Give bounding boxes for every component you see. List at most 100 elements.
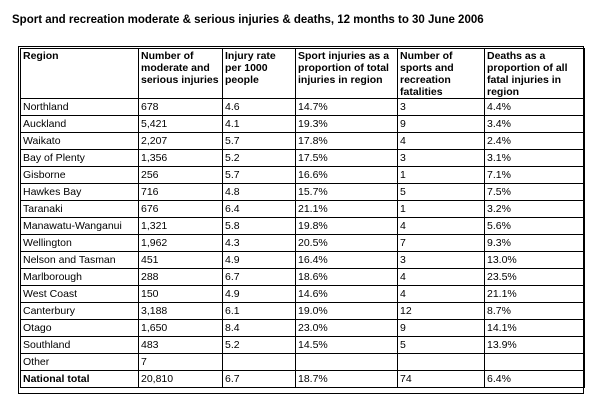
cell-injuries: 1,356 [138, 149, 223, 167]
table-row: Auckland 5,421 4.1 19.3% 9 3.4% [20, 115, 585, 133]
cell-region: Southland [20, 336, 139, 354]
cell-sport-proportion: 21.1% [295, 200, 398, 218]
cell-sport-proportion: 15.7% [295, 183, 398, 201]
cell-deaths-proportion: 3.4% [484, 115, 585, 133]
cell-sport-proportion: 19.3% [295, 115, 398, 133]
total-cell-deaths-proportion: 6.4% [484, 370, 585, 388]
cell-injury-rate: 6.1 [222, 302, 296, 320]
cell-region: Auckland [20, 115, 139, 133]
cell-fatalities [397, 353, 485, 371]
cell-fatalities: 3 [397, 149, 485, 167]
cell-region: Nelson and Tasman [20, 251, 139, 269]
cell-injuries: 256 [138, 166, 223, 184]
cell-injury-rate: 5.2 [222, 336, 296, 354]
column-header-region: Region [20, 48, 139, 99]
cell-fatalities: 1 [397, 200, 485, 218]
table-row: Bay of Plenty 1,356 5.2 17.5% 3 3.1% [20, 149, 585, 167]
total-cell-injuries: 20,810 [138, 370, 223, 388]
cell-injury-rate: 4.1 [222, 115, 296, 133]
total-cell-region: National total [20, 370, 139, 388]
cell-injuries: 150 [138, 285, 223, 303]
cell-sport-proportion: 14.7% [295, 98, 398, 116]
cell-injuries: 1,962 [138, 234, 223, 252]
table-row: Other 7 [20, 353, 585, 371]
cell-injury-rate: 6.7 [222, 268, 296, 286]
cell-injury-rate: 5.7 [222, 132, 296, 150]
cell-sport-proportion: 19.0% [295, 302, 398, 320]
cell-injuries: 678 [138, 98, 223, 116]
total-cell-injury-rate: 6.7 [222, 370, 296, 388]
page-title: Sport and recreation moderate & serious … [12, 14, 484, 26]
cell-deaths-proportion: 9.3% [484, 234, 585, 252]
cell-injury-rate: 5.7 [222, 166, 296, 184]
cell-fatalities: 12 [397, 302, 485, 320]
table-row: Taranaki 676 6.4 21.1% 1 3.2% [20, 200, 585, 218]
cell-sport-proportion: 16.4% [295, 251, 398, 269]
cell-sport-proportion: 14.6% [295, 285, 398, 303]
table-row: Otago 1,650 8.4 23.0% 9 14.1% [20, 319, 585, 337]
total-cell-fatalities: 74 [397, 370, 485, 388]
cell-region: Gisborne [20, 166, 139, 184]
table-row: Canterbury 3,188 6.1 19.0% 12 8.7% [20, 302, 585, 320]
cell-fatalities: 7 [397, 234, 485, 252]
table-row: Southland 483 5.2 14.5% 5 13.9% [20, 336, 585, 354]
cell-sport-proportion: 17.8% [295, 132, 398, 150]
table-row: Waikato 2,207 5.7 17.8% 4 2.4% [20, 132, 585, 150]
total-cell-sport-proportion: 18.7% [295, 370, 398, 388]
table-row: Manawatu-Wanganui 1,321 5.8 19.8% 4 5.6% [20, 217, 585, 235]
table-row: Gisborne 256 5.7 16.6% 1 7.1% [20, 166, 585, 184]
cell-sport-proportion: 19.8% [295, 217, 398, 235]
cell-injury-rate: 5.2 [222, 149, 296, 167]
cell-region: Northland [20, 98, 139, 116]
cell-deaths-proportion: 14.1% [484, 319, 585, 337]
cell-injuries: 483 [138, 336, 223, 354]
cell-deaths-proportion: 5.6% [484, 217, 585, 235]
cell-region: Hawkes Bay [20, 183, 139, 201]
cell-region: Canterbury [20, 302, 139, 320]
cell-injury-rate: 8.4 [222, 319, 296, 337]
cell-injuries: 1,321 [138, 217, 223, 235]
cell-fatalities: 3 [397, 251, 485, 269]
cell-deaths-proportion [484, 353, 585, 371]
cell-fatalities: 3 [397, 98, 485, 116]
cell-deaths-proportion: 7.5% [484, 183, 585, 201]
cell-injury-rate: 4.6 [222, 98, 296, 116]
cell-region: Taranaki [20, 200, 139, 218]
column-header-injury-rate: Injury rate per 1000 people [222, 48, 296, 99]
table-row: Northland 678 4.6 14.7% 3 4.4% [20, 98, 585, 116]
cell-deaths-proportion: 8.7% [484, 302, 585, 320]
cell-injuries: 5,421 [138, 115, 223, 133]
cell-injuries: 451 [138, 251, 223, 269]
cell-deaths-proportion: 13.0% [484, 251, 585, 269]
cell-deaths-proportion: 2.4% [484, 132, 585, 150]
column-header-fatalities: Number of sports and recreation fataliti… [397, 48, 485, 99]
cell-injuries: 2,207 [138, 132, 223, 150]
cell-region: Manawatu-Wanganui [20, 217, 139, 235]
cell-injuries: 1,650 [138, 319, 223, 337]
table-row: Hawkes Bay 716 4.8 15.7% 5 7.5% [20, 183, 585, 201]
cell-injury-rate: 4.8 [222, 183, 296, 201]
table-row: Marlborough 288 6.7 18.6% 4 23.5% [20, 268, 585, 286]
cell-region: Waikato [20, 132, 139, 150]
cell-injuries: 288 [138, 268, 223, 286]
cell-injury-rate: 5.8 [222, 217, 296, 235]
cell-region: Otago [20, 319, 139, 337]
column-header-injuries: Number of moderate and serious injuries [138, 48, 223, 99]
cell-injuries: 7 [138, 353, 223, 371]
cell-sport-proportion: 18.6% [295, 268, 398, 286]
cell-fatalities: 5 [397, 183, 485, 201]
cell-region: West Coast [20, 285, 139, 303]
cell-injury-rate: 4.3 [222, 234, 296, 252]
cell-fatalities: 9 [397, 319, 485, 337]
cell-fatalities: 4 [397, 132, 485, 150]
cell-deaths-proportion: 3.2% [484, 200, 585, 218]
cell-deaths-proportion: 4.4% [484, 98, 585, 116]
cell-region: Other [20, 353, 139, 371]
cell-fatalities: 4 [397, 285, 485, 303]
cell-fatalities: 5 [397, 336, 485, 354]
column-header-deaths-proportion: Deaths as a proportion of all fatal inju… [484, 48, 585, 99]
table-row: Nelson and Tasman 451 4.9 16.4% 3 13.0% [20, 251, 585, 269]
cell-deaths-proportion: 3.1% [484, 149, 585, 167]
table-row: West Coast 150 4.9 14.6% 4 21.1% [20, 285, 585, 303]
cell-deaths-proportion: 21.1% [484, 285, 585, 303]
